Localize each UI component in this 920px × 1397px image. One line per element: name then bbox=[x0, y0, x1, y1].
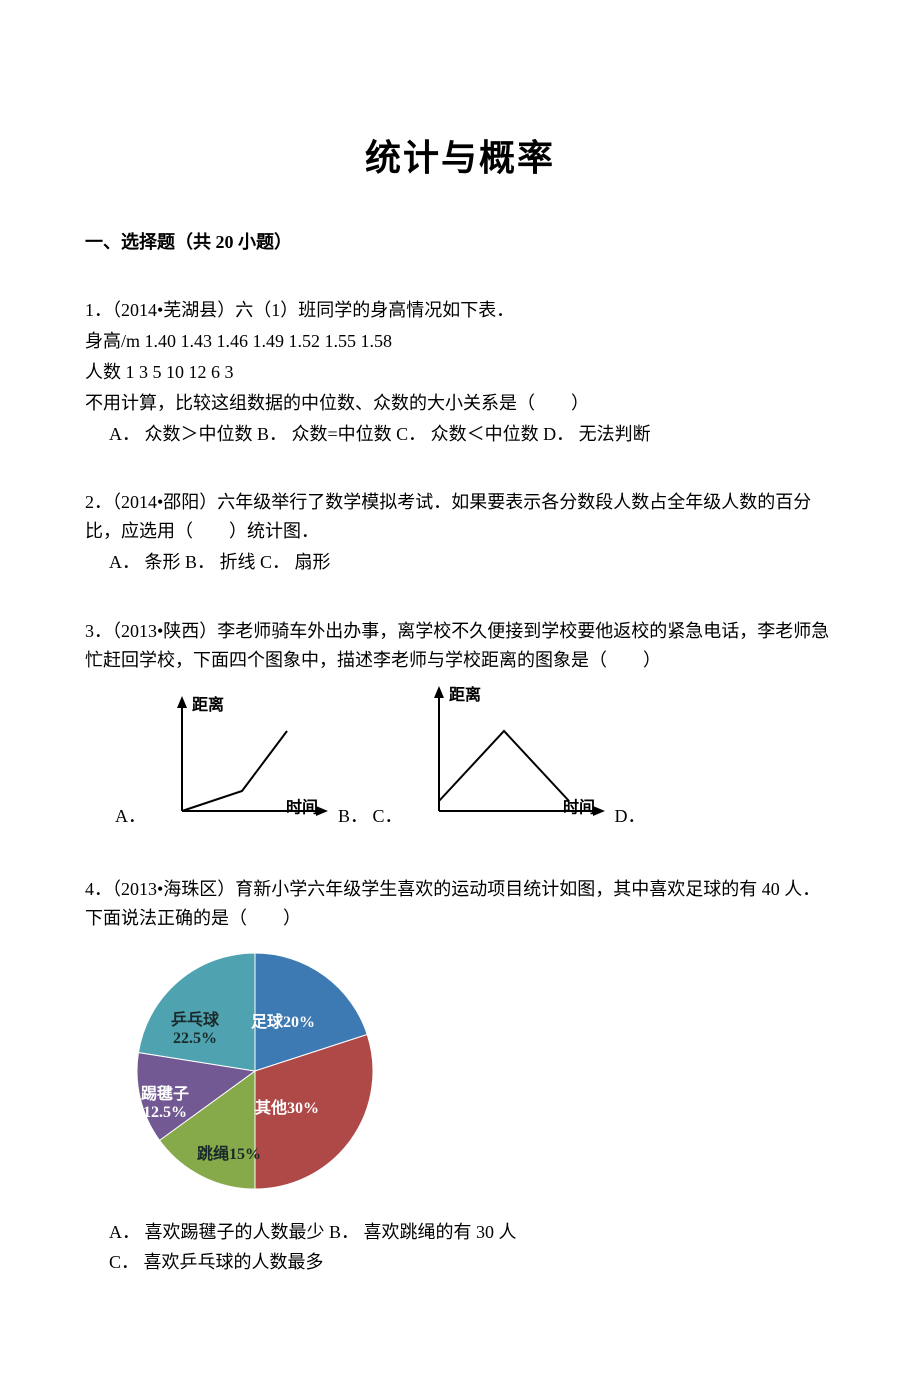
svg-text:乒乓球: 乒乓球 bbox=[171, 1010, 220, 1029]
q2-options: A． 条形 B． 折线 C． 扇形 bbox=[85, 548, 835, 577]
q3-stem: 3．（2013•陕西）李老师骑车外出办事，离学校不久便接到学校要他返校的紧急电话… bbox=[85, 617, 835, 675]
line-chart-a: 距离时间 bbox=[152, 686, 332, 826]
q4-pie-wrap: 足球20% 其他30% 跳绳15% 踢毽子12.5% 乒乓球22.5% bbox=[125, 941, 835, 1210]
q3-option-d-label: D． bbox=[609, 802, 652, 835]
q3-option-a-label: A． bbox=[109, 802, 152, 835]
q1-table-count-row: 人数 1 3 5 10 12 6 3 bbox=[85, 358, 835, 387]
q4-options-line1: A． 喜欢踢毽子的人数最少 B． 喜欢跳绳的有 30 人 bbox=[85, 1218, 835, 1247]
q1-options: A． 众数＞中位数 B． 众数=中位数 C． 众数＜中位数 D． 无法判断 bbox=[85, 420, 835, 449]
q4-stem: 4．（2013•海珠区）育新小学六年级学生喜欢的运动项目统计如图，其中喜欢足球的… bbox=[85, 875, 835, 933]
svg-text:其他30%: 其他30% bbox=[255, 1098, 319, 1117]
line-chart-c: 距离时间 bbox=[409, 676, 609, 826]
svg-text:足球20%: 足球20% bbox=[251, 1012, 315, 1031]
svg-text:时间: 时间 bbox=[563, 798, 595, 817]
q2-stem: 2．（2014•邵阳）六年级举行了数学模拟考试．如果要表示各分数段人数占全年级人… bbox=[85, 488, 835, 546]
svg-text:距离: 距离 bbox=[192, 695, 224, 714]
page-title: 统计与概率 bbox=[85, 130, 835, 188]
q1-table-height-row: 身高/m 1.40 1.43 1.46 1.49 1.52 1.55 1.58 bbox=[85, 327, 835, 356]
q3-option-bc-label: B． C． bbox=[332, 802, 409, 835]
q3-charts-row: A． 距离时间 B． C． 距离时间 D． bbox=[85, 676, 835, 835]
svg-text:距离: 距离 bbox=[449, 685, 481, 704]
section-header: 一、选择题（共 20 小题） bbox=[85, 228, 835, 257]
q3-chart-c: 距离时间 bbox=[409, 676, 609, 835]
q4-options-line2: C． 喜欢乒乓球的人数最多 bbox=[85, 1248, 835, 1277]
pie-chart: 足球20% 其他30% 跳绳15% 踢毽子12.5% 乒乓球22.5% bbox=[125, 941, 385, 1201]
q1-stem-1: 1．（2014•芜湖县）六（1）班同学的身高情况如下表． bbox=[85, 296, 835, 325]
svg-text:踢毽子: 踢毽子 bbox=[141, 1084, 189, 1103]
svg-text:22.5%: 22.5% bbox=[173, 1030, 217, 1047]
question-2: 2．（2014•邵阳）六年级举行了数学模拟考试．如果要表示各分数段人数占全年级人… bbox=[85, 488, 835, 576]
svg-text:时间: 时间 bbox=[286, 798, 318, 817]
q3-chart-a: 距离时间 bbox=[152, 686, 332, 835]
question-4: 4．（2013•海珠区）育新小学六年级学生喜欢的运动项目统计如图，其中喜欢足球的… bbox=[85, 875, 835, 1277]
svg-text:跳绳15%: 跳绳15% bbox=[197, 1144, 261, 1163]
q1-stem-2: 不用计算，比较这组数据的中位数、众数的大小关系是（ ） bbox=[85, 389, 835, 418]
question-3: 3．（2013•陕西）李老师骑车外出办事，离学校不久便接到学校要他返校的紧急电话… bbox=[85, 617, 835, 835]
svg-text:12.5%: 12.5% bbox=[143, 1104, 187, 1121]
question-1: 1．（2014•芜湖县）六（1）班同学的身高情况如下表． 身高/m 1.40 1… bbox=[85, 296, 835, 448]
